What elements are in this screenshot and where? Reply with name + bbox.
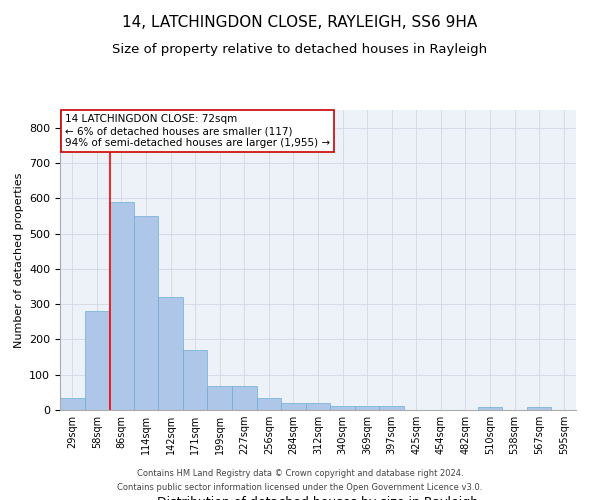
Bar (134, 216, 158, 410)
Bar (306, 403, 330, 410)
Bar (109, 202, 134, 410)
Text: Contains HM Land Registry data © Crown copyright and database right 2024.: Contains HM Land Registry data © Crown c… (137, 468, 463, 477)
Bar (85, 311, 109, 410)
Bar (257, 398, 281, 410)
Bar (183, 350, 208, 410)
Bar (208, 386, 232, 410)
Text: 14, LATCHINGDON CLOSE, RAYLEIGH, SS6 9HA: 14, LATCHINGDON CLOSE, RAYLEIGH, SS6 9HA (122, 15, 478, 30)
Bar (232, 386, 257, 410)
Bar (158, 297, 183, 410)
Bar (379, 406, 404, 410)
Y-axis label: Number of detached properties: Number of detached properties (14, 172, 23, 348)
Bar (60, 398, 85, 410)
Text: Size of property relative to detached houses in Rayleigh: Size of property relative to detached ho… (112, 42, 488, 56)
Bar (478, 407, 502, 410)
X-axis label: Distribution of detached houses by size in Rayleigh: Distribution of detached houses by size … (157, 496, 479, 500)
Bar (330, 406, 355, 410)
Bar (355, 406, 379, 410)
Bar (527, 407, 551, 410)
Text: Contains public sector information licensed under the Open Government Licence v3: Contains public sector information licen… (118, 484, 482, 492)
Text: 14 LATCHINGDON CLOSE: 72sqm
← 6% of detached houses are smaller (117)
94% of sem: 14 LATCHINGDON CLOSE: 72sqm ← 6% of deta… (65, 114, 330, 148)
Bar (281, 403, 306, 410)
